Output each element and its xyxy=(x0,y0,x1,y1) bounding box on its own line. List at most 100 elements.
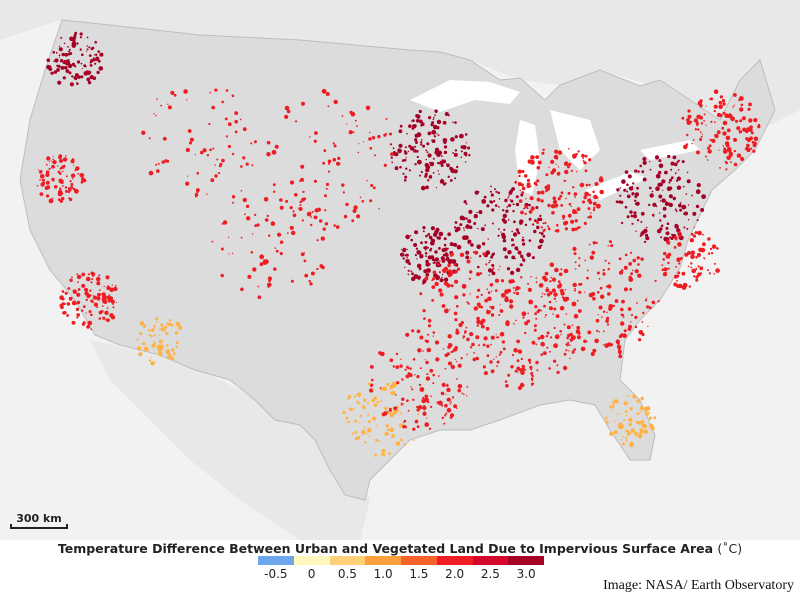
urban-heat-dot xyxy=(268,234,271,237)
urban-heat-dot xyxy=(567,333,571,338)
urban-heat-dot xyxy=(624,253,628,257)
urban-heat-dot xyxy=(567,213,572,218)
urban-heat-dot xyxy=(577,150,580,153)
urban-heat-dot xyxy=(418,405,423,410)
urban-heat-dot xyxy=(231,152,235,156)
urban-heat-dot xyxy=(662,206,667,211)
urban-heat-dot xyxy=(234,119,238,124)
urban-heat-dot xyxy=(71,320,76,325)
urban-heat-dot xyxy=(445,258,448,261)
urban-heat-dot xyxy=(691,142,693,145)
urban-heat-dot xyxy=(360,435,362,437)
urban-heat-dot xyxy=(187,175,189,177)
urban-heat-dot xyxy=(681,271,686,276)
urban-heat-dot xyxy=(446,384,449,387)
urban-heat-dot xyxy=(687,109,691,113)
urban-heat-dot xyxy=(194,154,196,156)
urban-heat-dot xyxy=(677,169,680,171)
urban-heat-dot xyxy=(52,197,54,199)
urban-heat-dot xyxy=(531,374,533,377)
urban-heat-dot xyxy=(430,405,433,408)
urban-heat-dot xyxy=(618,257,622,261)
urban-heat-dot xyxy=(718,100,722,105)
urban-heat-dot xyxy=(441,276,443,279)
urban-heat-dot xyxy=(81,68,83,70)
urban-heat-dot xyxy=(86,45,88,47)
urban-heat-dot xyxy=(196,190,199,193)
urban-heat-dot xyxy=(482,365,486,369)
urban-heat-dot xyxy=(618,422,623,427)
urban-heat-dot xyxy=(668,194,673,199)
urban-heat-dot xyxy=(697,272,702,277)
urban-heat-dot xyxy=(408,262,411,266)
urban-heat-dot xyxy=(638,338,642,342)
urban-heat-dot xyxy=(497,191,501,195)
urban-heat-dot xyxy=(522,236,524,239)
urban-heat-dot xyxy=(586,277,588,279)
urban-heat-dot xyxy=(622,442,625,446)
urban-heat-dot xyxy=(224,117,228,121)
urban-heat-dot xyxy=(250,142,253,145)
urban-heat-dot xyxy=(416,405,419,409)
urban-heat-dot xyxy=(648,186,652,190)
urban-heat-dot xyxy=(664,170,668,175)
urban-heat-dot xyxy=(534,219,537,223)
urban-heat-dot xyxy=(263,259,265,261)
urban-heat-dot xyxy=(534,312,537,316)
urban-heat-dot xyxy=(605,416,608,420)
urban-heat-dot xyxy=(321,265,325,270)
urban-heat-dot xyxy=(492,265,495,268)
urban-heat-dot xyxy=(733,162,738,167)
urban-heat-dot xyxy=(469,346,473,349)
urban-heat-dot xyxy=(549,262,554,267)
urban-heat-dot xyxy=(385,117,388,120)
urban-heat-dot xyxy=(519,252,522,255)
urban-heat-dot xyxy=(629,287,633,291)
urban-heat-dot xyxy=(554,334,560,340)
urban-heat-dot xyxy=(512,209,515,213)
urban-heat-dot xyxy=(347,396,351,400)
urban-heat-dot xyxy=(490,193,494,197)
urban-heat-dot xyxy=(651,300,656,305)
urban-heat-dot xyxy=(414,163,417,166)
urban-heat-dot xyxy=(530,368,533,371)
urban-heat-dot xyxy=(425,360,429,365)
urban-heat-dot xyxy=(79,36,82,39)
urban-heat-dot xyxy=(722,131,727,136)
urban-heat-dot xyxy=(407,409,410,412)
urban-heat-dot xyxy=(517,349,523,354)
urban-heat-dot xyxy=(402,257,405,260)
urban-heat-dot xyxy=(227,144,231,149)
urban-heat-dot xyxy=(302,190,305,194)
urban-heat-dot xyxy=(640,257,644,261)
urban-heat-dot xyxy=(479,272,483,275)
urban-heat-dot xyxy=(640,396,645,401)
urban-heat-dot xyxy=(454,135,458,139)
urban-heat-dot xyxy=(384,431,389,436)
urban-heat-dot xyxy=(591,292,596,296)
urban-heat-dot xyxy=(646,305,650,309)
urban-heat-dot xyxy=(491,208,495,212)
urban-heat-dot xyxy=(536,369,539,372)
urban-heat-dot xyxy=(618,354,623,359)
urban-heat-dot xyxy=(478,305,481,309)
urban-heat-dot xyxy=(621,269,624,272)
urban-heat-dot xyxy=(151,328,154,331)
urban-heat-dot xyxy=(437,263,440,266)
urban-heat-dot xyxy=(471,342,475,347)
urban-heat-dot xyxy=(557,197,561,201)
legend-swatch xyxy=(365,556,401,565)
urban-heat-dot xyxy=(696,183,701,188)
urban-heat-dot xyxy=(658,163,664,169)
urban-heat-dot xyxy=(89,75,94,80)
urban-heat-dot xyxy=(472,357,477,362)
urban-heat-dot xyxy=(498,228,500,231)
urban-heat-dot xyxy=(636,302,638,304)
urban-heat-dot xyxy=(73,164,75,166)
urban-heat-dot xyxy=(616,188,620,192)
urban-heat-dot xyxy=(90,281,93,284)
urban-heat-dot xyxy=(87,80,92,85)
urban-heat-dot xyxy=(711,252,714,255)
usa-map xyxy=(19,19,776,501)
urban-heat-dot xyxy=(62,179,64,181)
